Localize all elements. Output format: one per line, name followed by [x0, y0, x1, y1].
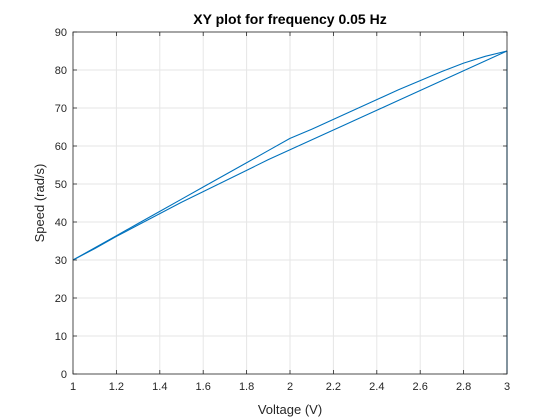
x-tick-label: 1.4 — [152, 381, 167, 393]
y-axis-label: Speed (rad/s) — [32, 164, 47, 243]
y-tick-label: 40 — [55, 217, 67, 229]
x-axis-label: Voltage (V) — [258, 402, 322, 417]
x-tick-label: 1.6 — [196, 381, 211, 393]
x-tick-label: 3 — [504, 381, 510, 393]
y-tick-label: 0 — [61, 369, 67, 381]
x-tick-label: 1.8 — [239, 381, 254, 393]
y-tick-label: 90 — [55, 27, 67, 39]
x-tick-label: 2.2 — [326, 381, 341, 393]
x-tick-label: 1 — [70, 381, 76, 393]
x-tick-label: 2.6 — [413, 381, 428, 393]
x-tick-label: 2 — [287, 381, 293, 393]
y-tick-label: 30 — [55, 255, 67, 267]
ticks: 1 1.2 1.4 1.6 1.8 2 2.2 2.4 2.6 2.8 30102030405060… — [55, 27, 510, 393]
x-tick-label: 2.4 — [369, 381, 384, 393]
y-tick-label: 70 — [55, 103, 67, 115]
y-tick-label: 80 — [55, 65, 67, 77]
series-line-2 — [72, 50, 508, 261]
y-tick-label: 10 — [55, 331, 67, 343]
y-tick-label: 60 — [55, 141, 67, 153]
chart-title: XY plot for frequency 0.05 Hz — [193, 11, 386, 27]
y-tick-label: 20 — [55, 293, 67, 305]
series-line-1 — [72, 50, 508, 261]
y-tick-label: 50 — [55, 179, 67, 191]
x-tick-label: 2.8 — [456, 381, 471, 393]
x-tick-label: 1.2 — [109, 381, 124, 393]
